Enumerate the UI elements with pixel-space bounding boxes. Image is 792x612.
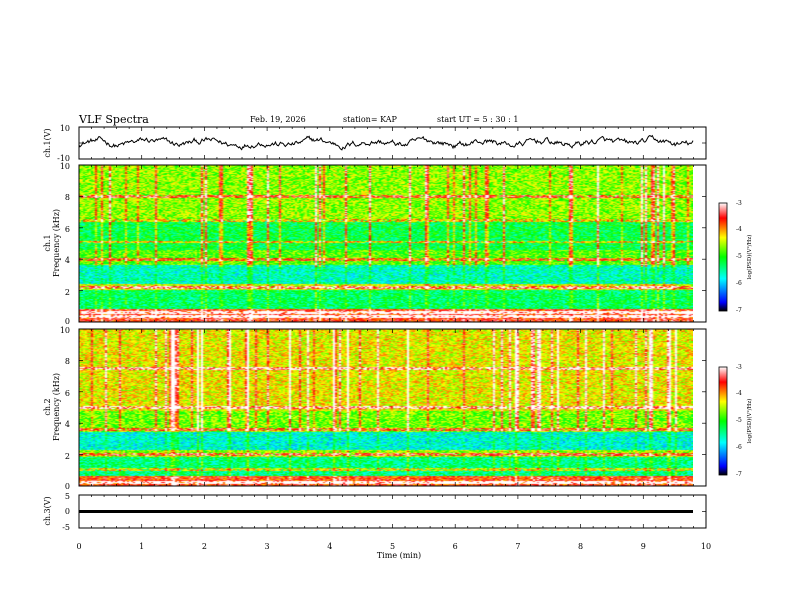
ch1-voltage-panel: 10 -10 ch.1(V) xyxy=(43,124,707,163)
ch2-colorbar-gradient xyxy=(718,366,728,476)
ch1-ytick-8: 8 xyxy=(65,193,70,202)
ch1-ytick-4: 4 xyxy=(65,256,70,265)
ch1-ytick-top: 10 xyxy=(60,124,70,133)
ch1-cbar-tick-m3: -3 xyxy=(736,200,742,207)
ch3-voltage-ylabel: ch.3(V) xyxy=(43,496,52,525)
ch2-spectrogram-ticks xyxy=(78,328,707,487)
xtick-6: 6 xyxy=(453,542,458,551)
ch1-spectrogram-panel: 0 2 4 6 8 10 ch.1 Frequency (kHz) xyxy=(43,162,707,326)
ch2-spectrogram-panel: 0 2 4 6 8 10 ch.2 Frequency (kHz) xyxy=(43,326,707,491)
time-axis-label: Time (min) xyxy=(377,551,421,560)
ch2-ytick-10: 10 xyxy=(60,326,70,335)
start-time-label: start UT = 5 : 30 : 1 xyxy=(437,115,518,124)
ch2-cbar-tick-m3: -3 xyxy=(736,364,742,371)
ch1-ytick-2: 2 xyxy=(65,288,70,297)
xtick-9: 9 xyxy=(641,542,646,551)
xtick-4: 4 xyxy=(327,542,332,551)
ch1-cbar-tick-m5: -5 xyxy=(736,253,742,260)
ch1-ytick-bottom: -10 xyxy=(57,154,70,163)
ch1-colorbar-gradient xyxy=(718,202,728,312)
xtick-5: 5 xyxy=(390,542,395,551)
ch1-spectrogram-image xyxy=(79,165,693,322)
ch1-ytick-0: 0 xyxy=(65,317,70,326)
station-label: station= KAP xyxy=(343,115,398,124)
xtick-0: 0 xyxy=(76,542,81,551)
ch1-channel-label: ch.1 xyxy=(43,234,52,251)
xtick-10: 10 xyxy=(701,542,711,551)
xtick-3: 3 xyxy=(265,542,270,551)
time-axis: 0 1 2 3 4 5 6 7 8 9 10 Time (min) xyxy=(76,542,711,560)
ch1-cbar-tick-m4: -4 xyxy=(736,226,742,233)
ch2-ytick-4: 4 xyxy=(65,420,70,429)
ch1-spectrogram-ticks xyxy=(78,164,707,323)
ch2-ytick-8: 8 xyxy=(65,357,70,366)
ch2-frequency-ylabel: Frequency (kHz) xyxy=(52,373,61,441)
ch3-voltage-ticks xyxy=(78,495,707,528)
ch1-cbar-tick-m6: -6 xyxy=(736,280,742,287)
ch2-colorbar: -3 -4 -5 -6 -7 log(PSD)(V²/Hz) xyxy=(718,364,753,478)
figure-title: VLF Spectra xyxy=(78,113,149,126)
ch2-ytick-2: 2 xyxy=(65,452,70,461)
xtick-2: 2 xyxy=(202,542,207,551)
ch2-cbar-tick-m6: -6 xyxy=(736,444,742,451)
ch2-cbar-tick-m4: -4 xyxy=(736,390,742,397)
ch1-colorbar: -3 -4 -5 -6 -7 log(PSD)(V²/Hz) xyxy=(718,200,753,314)
ch1-frequency-ylabel: Frequency (kHz) xyxy=(52,209,61,277)
ch1-voltage-ylabel: ch.1(V) xyxy=(43,128,52,157)
ch1-cbar-tick-m7: -7 xyxy=(736,307,742,314)
ch2-cbar-tick-m7: -7 xyxy=(736,471,742,478)
ch1-ytick-10: 10 xyxy=(60,162,70,171)
ch3-ytick-5: 5 xyxy=(65,492,70,501)
ch2-spectrogram-image xyxy=(79,329,693,486)
date-label: Feb. 19, 2026 xyxy=(250,115,306,124)
ch1-voltage-trace xyxy=(78,134,694,151)
ch3-voltage-trace xyxy=(79,510,693,513)
ch1-voltage-ticks xyxy=(78,127,707,159)
ch2-colorbar-label: log(PSD)(V²/Hz) xyxy=(746,399,753,444)
ch3-ytick-m5: -5 xyxy=(62,523,70,532)
ch2-ytick-0: 0 xyxy=(65,482,70,491)
xtick-1: 1 xyxy=(139,542,144,551)
ch1-colorbar-label: log(PSD)(V²/Hz) xyxy=(746,235,753,280)
ch2-ytick-6: 6 xyxy=(65,389,70,398)
ch3-ytick-0: 0 xyxy=(65,507,70,516)
ch2-channel-label: ch.2 xyxy=(43,398,52,415)
ch3-voltage-panel: 5 0 -5 ch.3(V) xyxy=(43,492,707,532)
xtick-7: 7 xyxy=(515,542,520,551)
xtick-8: 8 xyxy=(578,542,583,551)
ch1-ytick-6: 6 xyxy=(65,225,70,234)
ch2-cbar-tick-m5: -5 xyxy=(736,417,742,424)
